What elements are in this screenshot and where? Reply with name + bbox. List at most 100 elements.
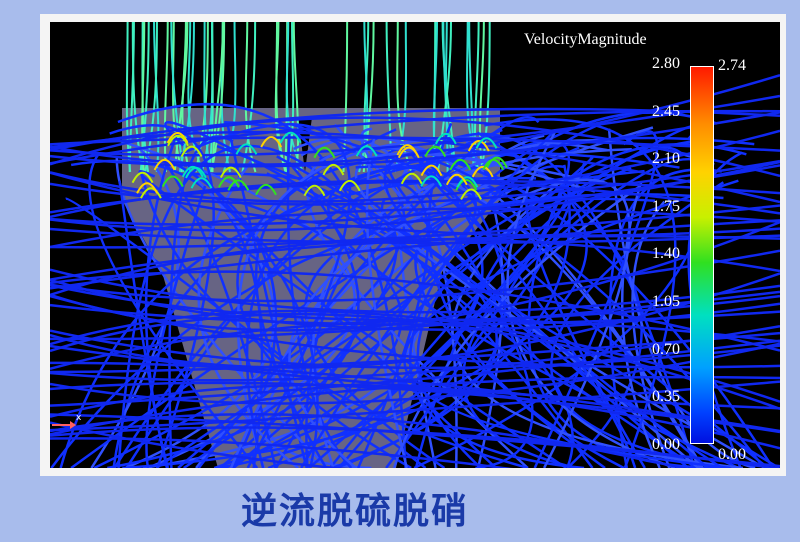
colorbar — [690, 66, 714, 444]
streamline — [396, 144, 419, 156]
streamline — [486, 156, 508, 169]
streamline — [50, 339, 780, 407]
streamline — [180, 145, 203, 158]
streamline — [235, 143, 258, 155]
streamline — [219, 166, 242, 179]
streamline — [424, 145, 447, 158]
streamline — [50, 234, 780, 281]
streamline — [460, 188, 482, 200]
streamline — [506, 132, 676, 468]
velocity-streamline-visualization: VelocityMagnitude 2.80 2.45 2.10 1.75 1.40 1.… — [50, 22, 780, 468]
streamline — [140, 172, 529, 468]
streamline — [400, 172, 423, 185]
streamline — [50, 249, 780, 303]
scale-tick-label: 1.05 — [652, 293, 680, 310]
streamline — [417, 181, 534, 468]
streamline — [467, 140, 490, 152]
streamline — [471, 165, 494, 178]
scale-tick-label: 2.80 — [652, 55, 680, 72]
streamline — [50, 268, 780, 314]
scale-tick-label: 2.45 — [652, 102, 680, 120]
scale-tick-label: 0.00 — [652, 435, 680, 453]
streamline — [50, 74, 780, 166]
scale-tick-label: 1.75 — [652, 197, 680, 215]
streamline — [462, 193, 600, 468]
streamline — [50, 238, 780, 297]
streamline — [50, 383, 780, 450]
streamline — [50, 116, 780, 178]
streamline — [50, 413, 780, 468]
streamline — [50, 270, 780, 352]
streamline — [254, 156, 393, 468]
streamline — [50, 380, 780, 432]
streamline — [475, 137, 498, 149]
streamline — [131, 171, 154, 184]
streamline — [50, 171, 780, 237]
streamline — [50, 437, 514, 468]
streamline — [50, 278, 780, 331]
streamline — [50, 94, 780, 157]
streamline — [50, 111, 780, 168]
streamline — [50, 272, 780, 369]
streamline — [292, 22, 300, 173]
streamline — [167, 134, 189, 147]
scale-tick-label: 0.70 — [652, 340, 680, 358]
streamline — [50, 159, 780, 206]
streamline — [50, 160, 780, 232]
streamline — [50, 109, 780, 165]
streamline — [50, 325, 780, 382]
axis-x-label: x — [76, 413, 82, 423]
streamline — [50, 219, 780, 290]
streamline — [322, 163, 345, 176]
streamline — [180, 123, 352, 468]
streamline — [90, 147, 180, 468]
streamline — [227, 179, 250, 191]
streamline — [140, 187, 162, 199]
streamline — [326, 162, 739, 468]
streamline — [50, 344, 780, 410]
streamline — [420, 175, 443, 187]
scale-tick-label: 1.40 — [652, 245, 680, 263]
scale-tick-label: 2.10 — [652, 150, 680, 168]
streamline — [50, 413, 688, 468]
streamline — [279, 131, 302, 144]
streamline — [50, 220, 780, 332]
streamline — [50, 329, 780, 370]
streamline — [217, 176, 240, 188]
streamline — [50, 361, 780, 433]
streamline — [136, 182, 159, 194]
streamline — [181, 165, 204, 178]
streamline — [50, 318, 780, 371]
streamline — [285, 22, 304, 173]
streamline — [161, 175, 184, 188]
streamline — [166, 131, 189, 144]
data-max-label: 2.74 — [718, 57, 746, 74]
streamline — [338, 179, 361, 192]
streamline — [50, 179, 780, 219]
streamline — [50, 130, 780, 204]
streamline — [420, 164, 443, 177]
streamline — [153, 158, 176, 171]
streamline — [50, 204, 780, 249]
streamline — [50, 381, 780, 434]
streamline — [449, 158, 472, 171]
streamline — [303, 184, 326, 197]
streamline — [50, 342, 780, 405]
streamline — [313, 146, 336, 159]
streamline — [355, 145, 378, 157]
caption: 逆流脱硫脱硝 — [240, 491, 469, 532]
streamline — [255, 183, 277, 196]
streamline — [358, 22, 369, 173]
streamline — [434, 132, 457, 145]
streamline — [168, 135, 234, 468]
legend-title: VelocityMagnitude — [524, 31, 647, 48]
streamline — [456, 176, 479, 188]
streamline — [482, 158, 505, 171]
streamline — [190, 177, 213, 189]
streamline — [445, 173, 468, 186]
streamlines — [50, 22, 780, 468]
streamline — [50, 331, 780, 374]
streamline — [50, 207, 780, 249]
streamline — [260, 136, 283, 148]
streamline — [50, 421, 349, 468]
